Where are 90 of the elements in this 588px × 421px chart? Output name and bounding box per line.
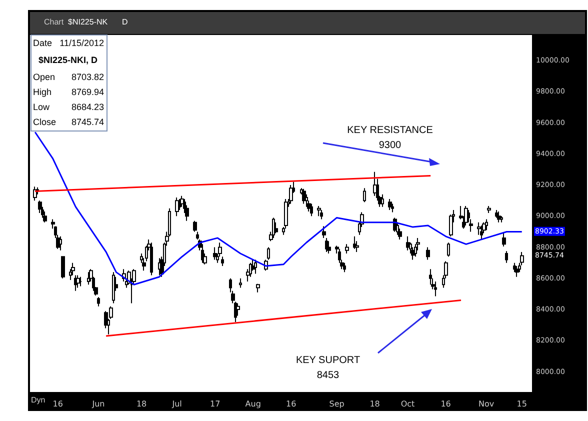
candlestick: [406, 236, 410, 251]
candlestick: [388, 198, 392, 210]
x-tick-label: Jun: [91, 400, 105, 408]
candlestick: [61, 256, 65, 279]
candlestick: [391, 203, 394, 213]
candlestick: [480, 225, 483, 240]
candlestick: [267, 246, 270, 260]
x-tick-label: Nov: [478, 400, 494, 408]
candlestick: [274, 222, 278, 234]
candlestick: [429, 268, 432, 286]
candlestick: [150, 242, 153, 276]
x-tick-label: 17: [210, 400, 220, 408]
candlestick: [449, 214, 453, 237]
annotation: 8769.94: [71, 87, 104, 97]
candlestick: [396, 222, 399, 236]
annotation: High: [33, 87, 52, 97]
annotation: KEY RESISTANCE 9300: [347, 125, 434, 151]
candlestick: [447, 242, 450, 258]
candlestick: [353, 236, 356, 250]
candlestick: [158, 258, 161, 276]
x-tick-label: 18: [136, 400, 147, 408]
text: $NI225-NK: [68, 18, 108, 26]
candlestick: [373, 171, 377, 196]
candlestick: [112, 272, 115, 304]
candlestick: [345, 244, 349, 254]
candlestick: [426, 246, 430, 260]
x-tick-label: Oct: [400, 400, 415, 408]
x-tick-label: Jul: [171, 400, 182, 408]
candlestick: [325, 237, 328, 252]
candlestick: [322, 226, 326, 238]
annotation: $NI225-NKI, D: [38, 55, 98, 65]
candlestick: [515, 265, 519, 278]
candlestick: [500, 216, 503, 223]
x-tick-label: 16: [52, 400, 63, 408]
candlestick: [221, 256, 224, 266]
candlestick: [249, 262, 252, 278]
candlestick: [343, 262, 346, 273]
candlestick: [43, 211, 47, 223]
candlestick: [317, 206, 321, 217]
candlestick: [289, 184, 293, 204]
candlestick: [201, 244, 204, 264]
candlestick: [74, 274, 77, 292]
candlestick: [59, 236, 62, 251]
candlestick: [76, 274, 80, 288]
annotation: 8703.82: [71, 72, 104, 82]
candlestick: [33, 186, 37, 202]
candlestick: [411, 246, 415, 260]
annotation: 8745.74: [71, 117, 104, 127]
candlestick: [434, 281, 437, 297]
x-tick-label: 15: [516, 400, 527, 408]
annotation: 8684.23: [71, 102, 104, 112]
candlestick: [97, 296, 100, 307]
candlestick: [505, 250, 508, 264]
x-tick-label: 16: [440, 400, 451, 408]
candlestick: [502, 232, 506, 248]
candlestick: [355, 240, 359, 252]
candlestick: [310, 203, 313, 217]
x-tick-label: Sep: [329, 400, 344, 408]
annotation: Open: [33, 72, 56, 82]
candlestick: [256, 283, 260, 293]
x-tick-label: 18: [370, 400, 380, 408]
x-tick-label: Aug: [245, 400, 261, 408]
annotation: KEY SUPORT 8453: [296, 355, 360, 381]
annotation: Low: [33, 102, 50, 112]
annotation: Close: [33, 117, 56, 127]
candlestick: [38, 200, 42, 214]
candlestick: [193, 220, 197, 232]
candlestick: [320, 209, 323, 220]
candlestick: [71, 262, 75, 276]
text: Chart: [44, 18, 64, 26]
candlestick: [497, 211, 501, 223]
candlestick: [87, 272, 90, 286]
annotation: Date: [33, 38, 52, 48]
x-tick-label: 16: [286, 400, 296, 408]
candlestick: [196, 231, 199, 240]
annotation: 11/15/2012: [60, 38, 104, 48]
candlestick: [254, 259, 257, 274]
candlestick: [513, 262, 516, 273]
candlestick: [495, 209, 498, 218]
candlestick: [381, 194, 384, 208]
candlestick: [302, 188, 306, 204]
candlestick: [363, 188, 366, 203]
text: D: [122, 18, 128, 26]
candlestick: [239, 278, 242, 288]
candlestick: [79, 276, 82, 287]
candlestick: [327, 240, 331, 254]
candlestick: [487, 206, 491, 214]
text: Dyn: [31, 396, 46, 404]
candlestick: [272, 217, 275, 238]
candlestick: [485, 218, 488, 231]
